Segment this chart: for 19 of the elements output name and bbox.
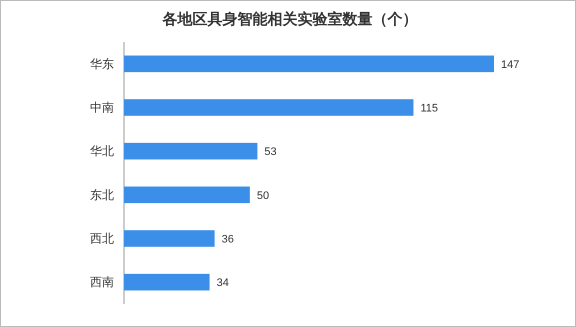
data-label: 34	[216, 277, 229, 290]
y-tick-label: 华东	[90, 56, 114, 71]
bar	[124, 230, 215, 247]
data-label: 36	[222, 234, 234, 246]
y-tick-label: 华北	[90, 144, 114, 158]
data-label: 147	[501, 58, 520, 71]
y-tick-label: 西北	[90, 232, 114, 246]
data-label: 53	[264, 146, 277, 158]
bar	[124, 142, 258, 160]
data-label: 50	[256, 190, 270, 202]
bar	[124, 186, 250, 204]
bar	[124, 274, 210, 290]
bar	[124, 56, 494, 72]
y-tick-label: 东北	[90, 188, 114, 202]
data-label: 115	[420, 102, 438, 114]
chart-title: 各地区具身智能相关实验室数量（个）	[162, 10, 418, 28]
bar	[124, 99, 414, 116]
y-tick-label: 西南	[90, 275, 114, 290]
y-tick-label: 中南	[90, 100, 114, 114]
